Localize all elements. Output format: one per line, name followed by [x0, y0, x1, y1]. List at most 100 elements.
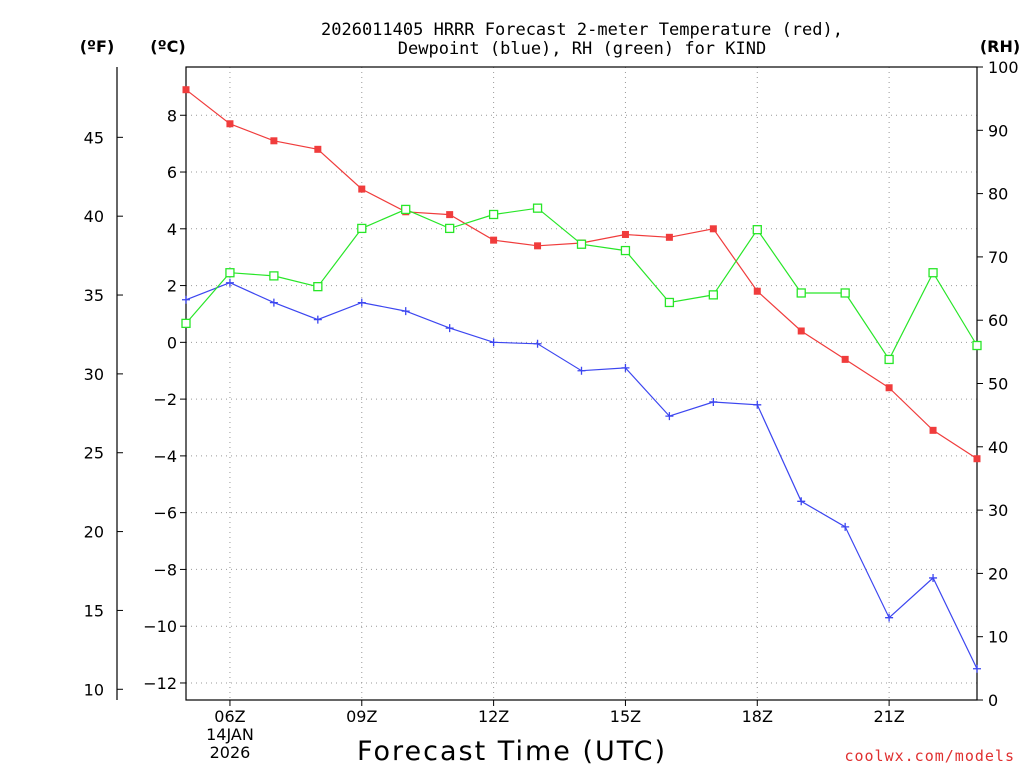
rh-tick-label-10: 0 — [988, 691, 998, 710]
dewpoint-point-14 — [577, 366, 586, 375]
celsius-tick-label-5: −2 — [153, 390, 177, 409]
rh-tick-label-6: 40 — [988, 438, 1008, 457]
dewpoint-point-7 — [269, 298, 278, 307]
fahrenheit-tick-label-1: 40 — [84, 207, 104, 226]
dewpoint-point-8 — [313, 315, 322, 324]
fahrenheit-tick-label-2: 35 — [84, 286, 104, 305]
fahrenheit-tick-label-7: 10 — [84, 680, 104, 699]
dewpoint-point-11 — [445, 324, 454, 333]
dewpoint-point-5 — [182, 295, 190, 304]
celsius-tick-label-1: 6 — [167, 163, 177, 182]
fahrenheit-unit-label: (ºF) — [80, 37, 115, 56]
temperature-point-7 — [270, 137, 278, 145]
rh-tick-label-1: 90 — [988, 121, 1008, 140]
rh-point-19 — [796, 288, 806, 298]
axes — [116, 66, 983, 706]
temperature-point-16 — [665, 233, 673, 241]
rh-point-23 — [972, 340, 982, 351]
tick-labels: 86420−2−4−6−8−10−12454035302520151010090… — [84, 58, 1019, 762]
dewpoint-point-10 — [401, 307, 410, 316]
temperature-point-15 — [621, 230, 629, 238]
rh-point-10 — [401, 204, 411, 215]
celsius-tick-label-3: 2 — [167, 277, 177, 296]
time-tick-label-1: 09Z — [346, 707, 377, 726]
rh-tick-label-3: 70 — [988, 248, 1008, 267]
temperature-point-11 — [446, 211, 454, 219]
fahrenheit-tick-label-3: 30 — [84, 365, 104, 384]
title-line-2: Dewpoint (blue), RH (green) for KIND — [398, 39, 766, 59]
rh-tick-label-9: 10 — [988, 628, 1008, 647]
dewpoint-point-17 — [709, 397, 718, 406]
rh-point-5 — [181, 318, 191, 329]
data-series — [181, 86, 982, 673]
rh-point-18 — [752, 225, 762, 235]
rh-point-11 — [445, 223, 455, 234]
dewpoint-point-18 — [753, 400, 762, 409]
rh-tick-label-2: 80 — [988, 185, 1008, 204]
time-tick-sublabel-0-0: 14JAN — [206, 725, 254, 744]
fahrenheit-tick-label-5: 20 — [84, 523, 104, 542]
rh-point-16 — [664, 297, 675, 308]
time-tick-label-2: 12Z — [478, 707, 509, 726]
temperature-line — [185, 89, 978, 460]
rh-line — [185, 207, 978, 361]
temperature-point-13 — [534, 242, 542, 250]
rh-point-17 — [708, 290, 718, 300]
rh-point-13 — [532, 203, 543, 213]
time-tick-label-0: 06Z — [214, 707, 245, 726]
rh-unit-label: (RH) — [980, 37, 1020, 56]
dewpoint-point-22 — [929, 573, 938, 582]
temperature-point-5 — [182, 86, 190, 94]
temperature-point-8 — [314, 145, 322, 153]
temperature-point-23 — [973, 455, 981, 463]
credit-text[interactable]: coolwx.com/models — [844, 747, 1015, 765]
dewpoint-point-16 — [665, 412, 674, 421]
rh-point-6 — [225, 268, 235, 278]
title-line-1: 2026011405 HRRR Forecast 2-meter Tempera… — [321, 20, 843, 40]
celsius-tick-label-6: −4 — [153, 447, 177, 466]
celsius-tick-label-9: −10 — [143, 617, 177, 636]
x-axis-label: Forecast Time (UTC) — [357, 736, 667, 767]
rh-tick-label-0: 100 — [988, 58, 1019, 77]
temperature-point-22 — [929, 426, 937, 434]
dewpoint-point-15 — [621, 363, 630, 372]
temperature-point-9 — [358, 185, 366, 193]
celsius-unit-label: (ºC) — [150, 37, 185, 56]
dewpoint-point-6 — [225, 278, 234, 287]
fahrenheit-tick-label-4: 25 — [84, 444, 104, 463]
fahrenheit-tick-label-0: 45 — [84, 128, 104, 147]
rh-point-14 — [576, 239, 587, 249]
dewpoint-point-23 — [973, 664, 981, 673]
temperature-point-20 — [841, 355, 849, 363]
fahrenheit-tick-label-6: 15 — [84, 601, 104, 620]
rh-tick-label-4: 60 — [988, 311, 1008, 330]
celsius-tick-label-8: −8 — [153, 560, 177, 579]
celsius-tick-label-4: 0 — [167, 333, 177, 352]
dewpoint-point-20 — [841, 522, 850, 531]
temperature-point-6 — [226, 120, 234, 128]
rh-tick-label-7: 30 — [988, 501, 1008, 520]
dewpoint-line — [185, 282, 978, 670]
rh-point-20 — [840, 288, 850, 298]
rh-point-21 — [884, 354, 894, 365]
rh-tick-label-5: 50 — [988, 375, 1008, 394]
temperature-point-17 — [709, 225, 717, 233]
rh-point-12 — [488, 209, 499, 220]
time-tick-label-3: 15Z — [610, 707, 641, 726]
temperature-point-18 — [753, 287, 761, 295]
temperature-point-21 — [885, 384, 893, 392]
temperature-point-19 — [797, 327, 805, 335]
time-tick-label-4: 18Z — [742, 707, 773, 726]
rh-point-15 — [620, 245, 631, 256]
dewpoint-point-12 — [489, 338, 498, 347]
dewpoint-point-21 — [885, 613, 894, 622]
rh-point-9 — [357, 223, 367, 234]
chart-title: 2026011405 HRRR Forecast 2-meter Tempera… — [321, 20, 843, 59]
celsius-tick-label-0: 8 — [167, 106, 177, 125]
dewpoint-point-13 — [533, 339, 542, 348]
celsius-tick-label-7: −6 — [153, 504, 177, 523]
time-tick-label-5: 21Z — [873, 707, 904, 726]
plot-frame — [185, 66, 978, 701]
rh-point-22 — [928, 268, 938, 278]
